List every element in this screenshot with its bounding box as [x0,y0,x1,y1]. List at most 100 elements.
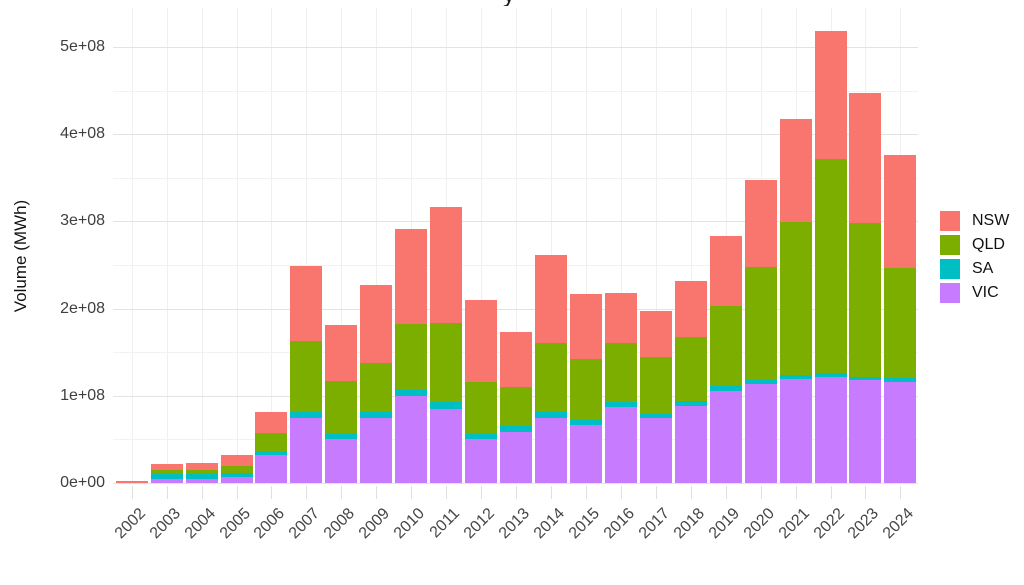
bar-2022-vic [814,376,847,483]
bar-2021-sa [779,374,812,380]
vertical-gridline [166,8,168,483]
legend-label-qld: QLD [972,236,1005,253]
x-axis-tick [271,486,273,499]
legend-label-sa: SA [972,260,994,277]
bar-2017-nsw [639,311,672,357]
bar-2006-qld [255,433,288,452]
bar-2012-vic [465,439,498,483]
y-tick-label-2e+08: 2e+08 [60,299,105,317]
x-axis-tick [620,486,622,499]
bar-2021-qld [779,222,812,375]
bar-2005-sa [220,472,253,477]
bar-2003-nsw [150,463,183,470]
bar-2023-qld [849,223,882,378]
bar-2013-sa [500,426,533,432]
minor-gridline [113,265,918,266]
bar-2004-vic [185,478,218,483]
vertical-gridline [341,8,343,483]
bar-2009-nsw [360,285,393,363]
legend: NSW QLD SA VIC [940,211,1009,307]
bar-2009-sa [360,412,393,418]
bar-2017-sa [639,414,672,418]
bar-2015-sa [569,420,602,426]
legend-swatch-nsw [940,211,960,231]
clipped-chart-title: y [497,0,525,6]
bar-2015-vic [569,425,602,483]
vertical-gridline [516,8,518,483]
legend-swatch-sa [940,259,960,279]
bar-2005-nsw [220,455,253,467]
bar-2024-qld [884,267,917,379]
bar-2013-nsw [500,332,533,388]
y-tick-label-1e+08: 1e+08 [60,386,105,404]
vertical-gridline [131,8,133,483]
bar-2017-vic [639,417,672,483]
bar-2019-vic [709,391,742,483]
bar-2021-nsw [779,118,812,223]
bar-2004-sa [185,474,218,479]
bar-2005-qld [220,466,253,473]
clipped-title-glyph: y [503,0,515,6]
vertical-gridline [550,8,552,483]
bar-2020-nsw [744,179,777,267]
vertical-gridline [620,8,622,483]
x-axis-tick [236,486,238,499]
bar-2016-nsw [604,292,637,344]
bar-2013-qld [500,387,533,427]
major-gridline [113,308,918,310]
major-gridline [113,221,918,223]
legend-item-nsw: NSW [940,211,1009,231]
bar-2012-nsw [465,299,498,382]
bar-2019-qld [709,305,742,387]
x-axis-tick [585,486,587,499]
x-axis-tick [865,486,867,499]
bar-2007-qld [290,340,323,413]
x-axis-tick [376,486,378,499]
vertical-gridline [690,8,692,483]
major-gridline [113,134,918,136]
bar-2004-qld [185,469,218,475]
bar-2014-sa [534,412,567,418]
bar-2002-nsw [115,481,148,483]
legend-label-nsw: NSW [972,212,1010,229]
bar-2010-vic [395,395,428,483]
x-axis-tick [481,486,483,499]
bar-2024-vic [884,381,917,483]
bar-2003-vic [150,478,183,483]
bar-2016-vic [604,407,637,483]
bar-2020-vic [744,384,777,483]
legend-item-vic: VIC [940,283,1009,303]
bar-2020-qld [744,266,777,381]
legend-swatch-qld [940,235,960,255]
y-tick-label-4e+08: 4e+08 [60,125,105,143]
x-axis-tick [131,486,133,499]
bar-2016-qld [604,343,637,402]
bar-2006-sa [255,451,288,456]
bar-2011-sa [430,401,463,409]
bar-2005-vic [220,476,253,483]
bar-2023-sa [849,377,882,381]
bar-2021-vic [779,379,812,483]
bar-2018-sa [674,401,707,407]
bar-2019-nsw [709,236,742,306]
vertical-gridline [376,8,378,483]
vertical-gridline [655,8,657,483]
bar-2003-sa [150,474,183,479]
major-gridline [113,47,918,48]
vertical-gridline [236,8,238,483]
x-axis-tick [201,486,203,499]
bar-2012-qld [465,381,498,435]
legend-item-sa: SA [940,259,1009,279]
bar-2023-nsw [849,93,882,224]
bar-2015-qld [569,359,602,421]
bar-2008-nsw [325,325,358,381]
bar-2019-sa [709,386,742,392]
x-axis-tick [655,486,657,499]
x-axis-tick [306,486,308,499]
bar-2018-nsw [674,280,707,338]
bar-2015-nsw [569,293,602,360]
y-tick-label-3e+08: 3e+08 [60,212,105,230]
bar-2006-nsw [255,412,288,434]
bar-2010-nsw [395,229,428,325]
